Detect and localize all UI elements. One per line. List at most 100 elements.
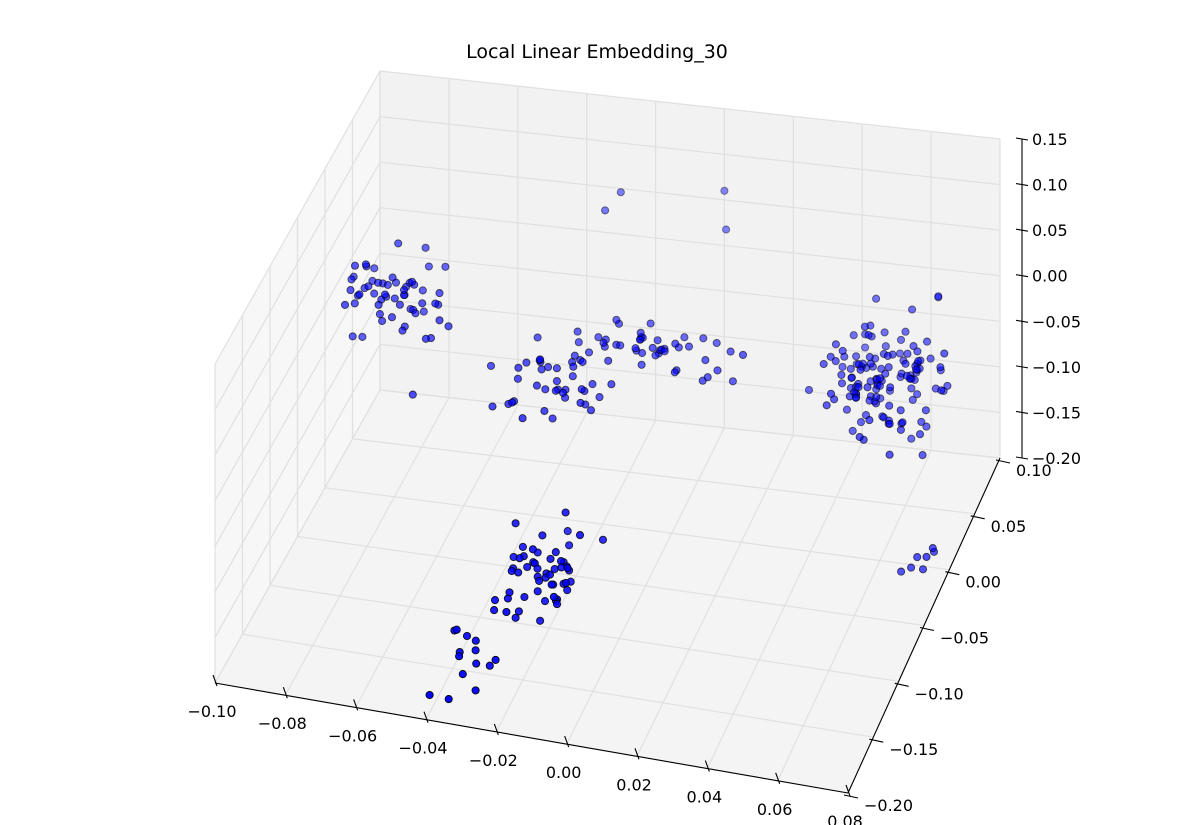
data-point xyxy=(471,646,480,655)
x-tick xyxy=(212,674,218,687)
data-point xyxy=(875,374,885,383)
data-point xyxy=(380,290,390,299)
data-point xyxy=(575,531,585,540)
floor-pane xyxy=(215,390,1000,793)
data-point xyxy=(421,243,430,252)
data-point xyxy=(726,347,735,356)
data-point xyxy=(561,508,570,517)
y-tick-label: −0.20 xyxy=(864,796,913,815)
x-tick-label: −0.08 xyxy=(258,714,307,733)
data-point xyxy=(490,596,500,605)
data-point xyxy=(576,398,585,407)
data-point xyxy=(599,338,608,347)
data-point xyxy=(917,417,926,426)
data-point xyxy=(511,519,520,528)
data-point xyxy=(922,422,931,431)
data-point xyxy=(943,381,952,390)
data-point xyxy=(880,328,889,337)
data-point xyxy=(563,527,572,536)
data-point xyxy=(452,625,461,634)
data-point xyxy=(908,395,917,404)
z-tick-label: 0.10 xyxy=(1032,176,1068,195)
data-point xyxy=(913,390,922,399)
data-point xyxy=(903,349,912,358)
data-point xyxy=(865,352,874,362)
data-point xyxy=(653,336,662,345)
data-point xyxy=(838,362,847,371)
x-tick xyxy=(845,784,851,797)
x-tick xyxy=(282,687,288,699)
data-point xyxy=(819,359,828,369)
data-point xyxy=(546,554,555,563)
data-point xyxy=(860,322,869,331)
data-point xyxy=(826,389,836,398)
data-point xyxy=(538,531,547,540)
data-point xyxy=(864,330,873,340)
data-point xyxy=(646,319,655,328)
data-point xyxy=(884,363,893,372)
data-point xyxy=(612,315,621,324)
data-point xyxy=(486,361,496,370)
x-tick-label: −0.02 xyxy=(469,751,518,770)
data-point xyxy=(922,337,932,346)
data-point xyxy=(901,327,910,336)
data-point xyxy=(435,316,444,325)
z-tick xyxy=(1015,456,1029,460)
data-point xyxy=(399,285,409,295)
data-point xyxy=(511,613,520,622)
data-point xyxy=(515,554,524,563)
data-point xyxy=(914,357,923,366)
y-tick-label: 0.00 xyxy=(965,573,1001,592)
data-point xyxy=(837,379,847,388)
data-point xyxy=(701,356,710,365)
data-point xyxy=(528,545,537,554)
data-point xyxy=(918,451,927,460)
data-point xyxy=(485,661,494,670)
data-point xyxy=(514,363,523,372)
z-tick xyxy=(1015,183,1029,187)
data-point xyxy=(561,578,570,587)
z-tick xyxy=(1015,410,1029,414)
x-tick xyxy=(634,748,640,760)
data-point xyxy=(660,347,669,356)
data-point xyxy=(738,350,748,359)
z-tick-label: −0.15 xyxy=(1032,403,1081,422)
data-point xyxy=(728,377,737,386)
data-point xyxy=(918,565,928,574)
data-point xyxy=(394,239,403,248)
y-tick xyxy=(894,682,909,687)
data-point xyxy=(533,587,542,596)
data-point xyxy=(846,364,855,373)
data-point xyxy=(885,401,894,410)
grid-line-z xyxy=(214,343,1001,638)
data-point xyxy=(885,450,894,459)
grid-line-z xyxy=(214,115,1001,410)
data-point xyxy=(852,352,861,361)
data-point xyxy=(408,390,417,399)
data-point xyxy=(912,365,921,374)
x-tick xyxy=(775,772,781,784)
x-tick xyxy=(564,735,570,748)
x-axis-line xyxy=(214,682,849,794)
x-tick xyxy=(493,723,499,736)
data-point xyxy=(523,562,532,572)
data-point xyxy=(565,541,574,550)
data-point xyxy=(922,552,931,561)
data-point xyxy=(712,338,721,348)
data-point xyxy=(861,343,870,352)
data-point xyxy=(418,286,427,295)
x-tick xyxy=(423,711,429,723)
data-point xyxy=(588,380,597,389)
data-point xyxy=(908,305,917,314)
data-point xyxy=(355,290,364,299)
data-point xyxy=(616,341,625,350)
data-point xyxy=(913,553,922,562)
data-point xyxy=(584,348,594,357)
data-point xyxy=(435,289,444,298)
x-tick-label: 0.08 xyxy=(827,812,863,825)
y-tick xyxy=(869,738,884,743)
data-point xyxy=(533,564,542,573)
x-tick xyxy=(704,760,710,772)
data-point xyxy=(378,316,387,326)
y-tick xyxy=(945,571,960,576)
